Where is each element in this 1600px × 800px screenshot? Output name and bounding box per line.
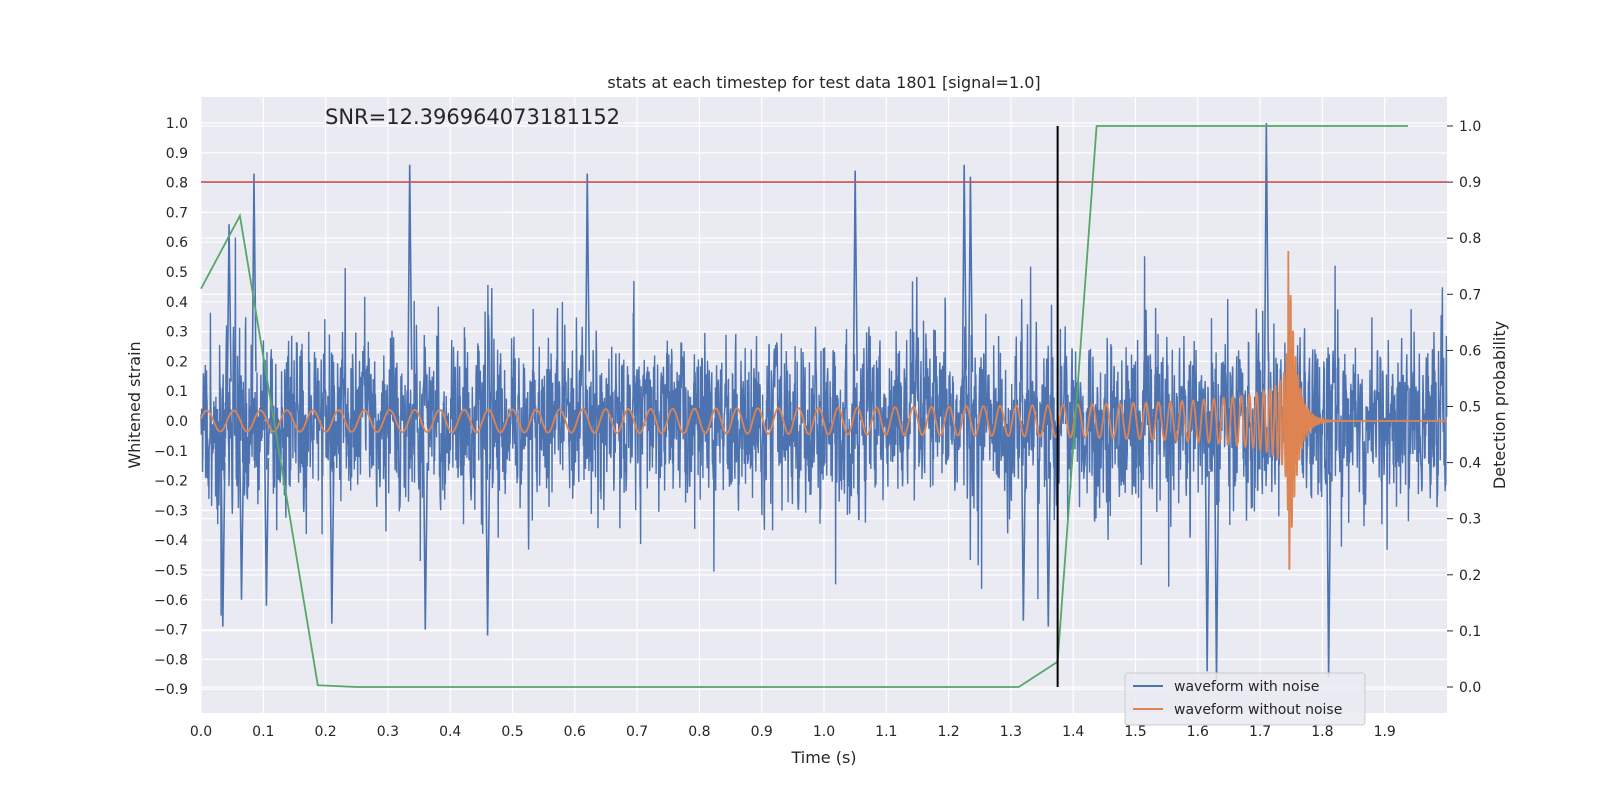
noise-spike	[967, 176, 974, 422]
legend-label-waveform-without-noise: waveform without noise	[1174, 702, 1342, 718]
x-tick-label: 1.1	[875, 724, 897, 740]
y-tick-label: 0.8	[166, 176, 188, 192]
x-tick-label: 0.1	[252, 724, 274, 740]
x-tick-label: 1.8	[1311, 724, 1333, 740]
y2-tick-label: 0.9	[1459, 175, 1481, 191]
y2-tick-label: 0.8	[1459, 231, 1481, 247]
y-tick-label: 0.9	[166, 146, 188, 162]
noise-spike	[226, 224, 232, 422]
series-layer	[200, 122, 1448, 684]
x-tick-label: 1.5	[1124, 724, 1146, 740]
noise-spike	[329, 420, 335, 624]
noise-spike	[1045, 420, 1052, 627]
y2-tick-label: 0.5	[1459, 400, 1481, 416]
noise-spike	[220, 420, 226, 627]
y-tick-label: 0.3	[166, 325, 188, 341]
y2-tick-label: 0.1	[1459, 624, 1481, 640]
noise-spike	[1020, 420, 1027, 621]
noise-spike	[852, 170, 858, 422]
x-tick-label: 1.4	[1062, 724, 1084, 740]
y2-tick-label: 0.6	[1459, 343, 1481, 359]
x-tick-label: 1.3	[1000, 724, 1022, 740]
legend-box	[1124, 672, 1366, 726]
y-tick-label: 0.4	[166, 295, 188, 311]
x-tick-label: 0.7	[626, 724, 648, 740]
x-tick-label: 0.0	[190, 724, 212, 740]
y2-tick-label: 0.3	[1459, 512, 1481, 528]
x-tick-label: 0.2	[314, 724, 336, 740]
y2-tick-label: 0.0	[1459, 680, 1481, 696]
y-axis-label: Whitened strain	[125, 341, 144, 468]
y-tick-label: 0.0	[166, 414, 188, 430]
x-tick-label: 0.3	[377, 724, 399, 740]
y-tick-label: −0.1	[154, 444, 188, 460]
y2-axis-label: Detection probability	[1490, 321, 1509, 489]
noise-spike	[263, 420, 270, 606]
x-tick-label: 0.5	[501, 724, 523, 740]
legend: waveform with noise waveform without noi…	[1124, 672, 1366, 726]
y-tick-label: 1.0	[166, 116, 188, 132]
noise-spike	[422, 420, 429, 630]
y-tick-label: 0.6	[166, 235, 188, 251]
y-tick-label: 0.5	[166, 265, 188, 281]
grid	[200, 97, 1447, 713]
y2-tick-label: 0.4	[1459, 456, 1481, 472]
noise-spike	[238, 420, 245, 600]
y-tick-label: −0.9	[154, 682, 188, 698]
noise-spike	[406, 164, 413, 422]
y-tick-label: 0.7	[166, 205, 188, 221]
y2-tick-label: 0.2	[1459, 568, 1481, 584]
noise-spike	[1263, 122, 1270, 422]
x-tick-label: 0.9	[751, 724, 773, 740]
chart-title: stats at each timestep for test data 180…	[607, 73, 1040, 92]
legend-label-waveform-with-noise: waveform with noise	[1174, 679, 1319, 695]
y2-tick-label: 1.0	[1459, 119, 1481, 135]
noise-spike	[584, 173, 591, 422]
noise-spike	[961, 164, 967, 422]
series-waveform-without-noise	[200, 250, 1447, 570]
y-tick-label: −0.6	[154, 593, 188, 609]
snr-annotation: SNR=12.396964073181152	[325, 105, 620, 129]
y-tick-label: −0.3	[154, 503, 188, 519]
x-tick-label: 0.4	[439, 724, 461, 740]
y-tick-label: −0.7	[154, 623, 188, 639]
x-tick-label: 1.6	[1187, 724, 1209, 740]
x-tick-label: 1.7	[1249, 724, 1271, 740]
y-tick-label: −0.8	[154, 652, 188, 668]
series-detection-probability	[200, 125, 1409, 688]
y-tick-label: 0.2	[166, 354, 188, 370]
series-waveform-with-noise	[200, 237, 1448, 616]
overlay-layer	[200, 125, 1447, 688]
x-axis-label: Time (s)	[790, 748, 856, 767]
y-tick-label: −0.5	[154, 563, 188, 579]
y-tick-label: −0.4	[154, 533, 188, 549]
tick-layer: 0.0 0.1 0.2 0.3 0.4 0.5 0.6 0.7 0.8 0.9 1.0 1.1 1.2 1…	[154, 116, 1481, 740]
noise-spike	[1204, 420, 1210, 672]
y2-tick-label: 0.7	[1459, 287, 1481, 303]
x-tick-label: 0.8	[688, 724, 710, 740]
x-tick-label: 1.2	[937, 724, 959, 740]
noise-spike	[484, 420, 491, 636]
x-tick-label: 1.9	[1374, 724, 1396, 740]
y-tick-label: −0.2	[154, 474, 188, 490]
x-tick-label: 0.6	[564, 724, 586, 740]
x-tick-label: 1.0	[813, 724, 835, 740]
y-tick-label: 0.1	[166, 384, 188, 400]
